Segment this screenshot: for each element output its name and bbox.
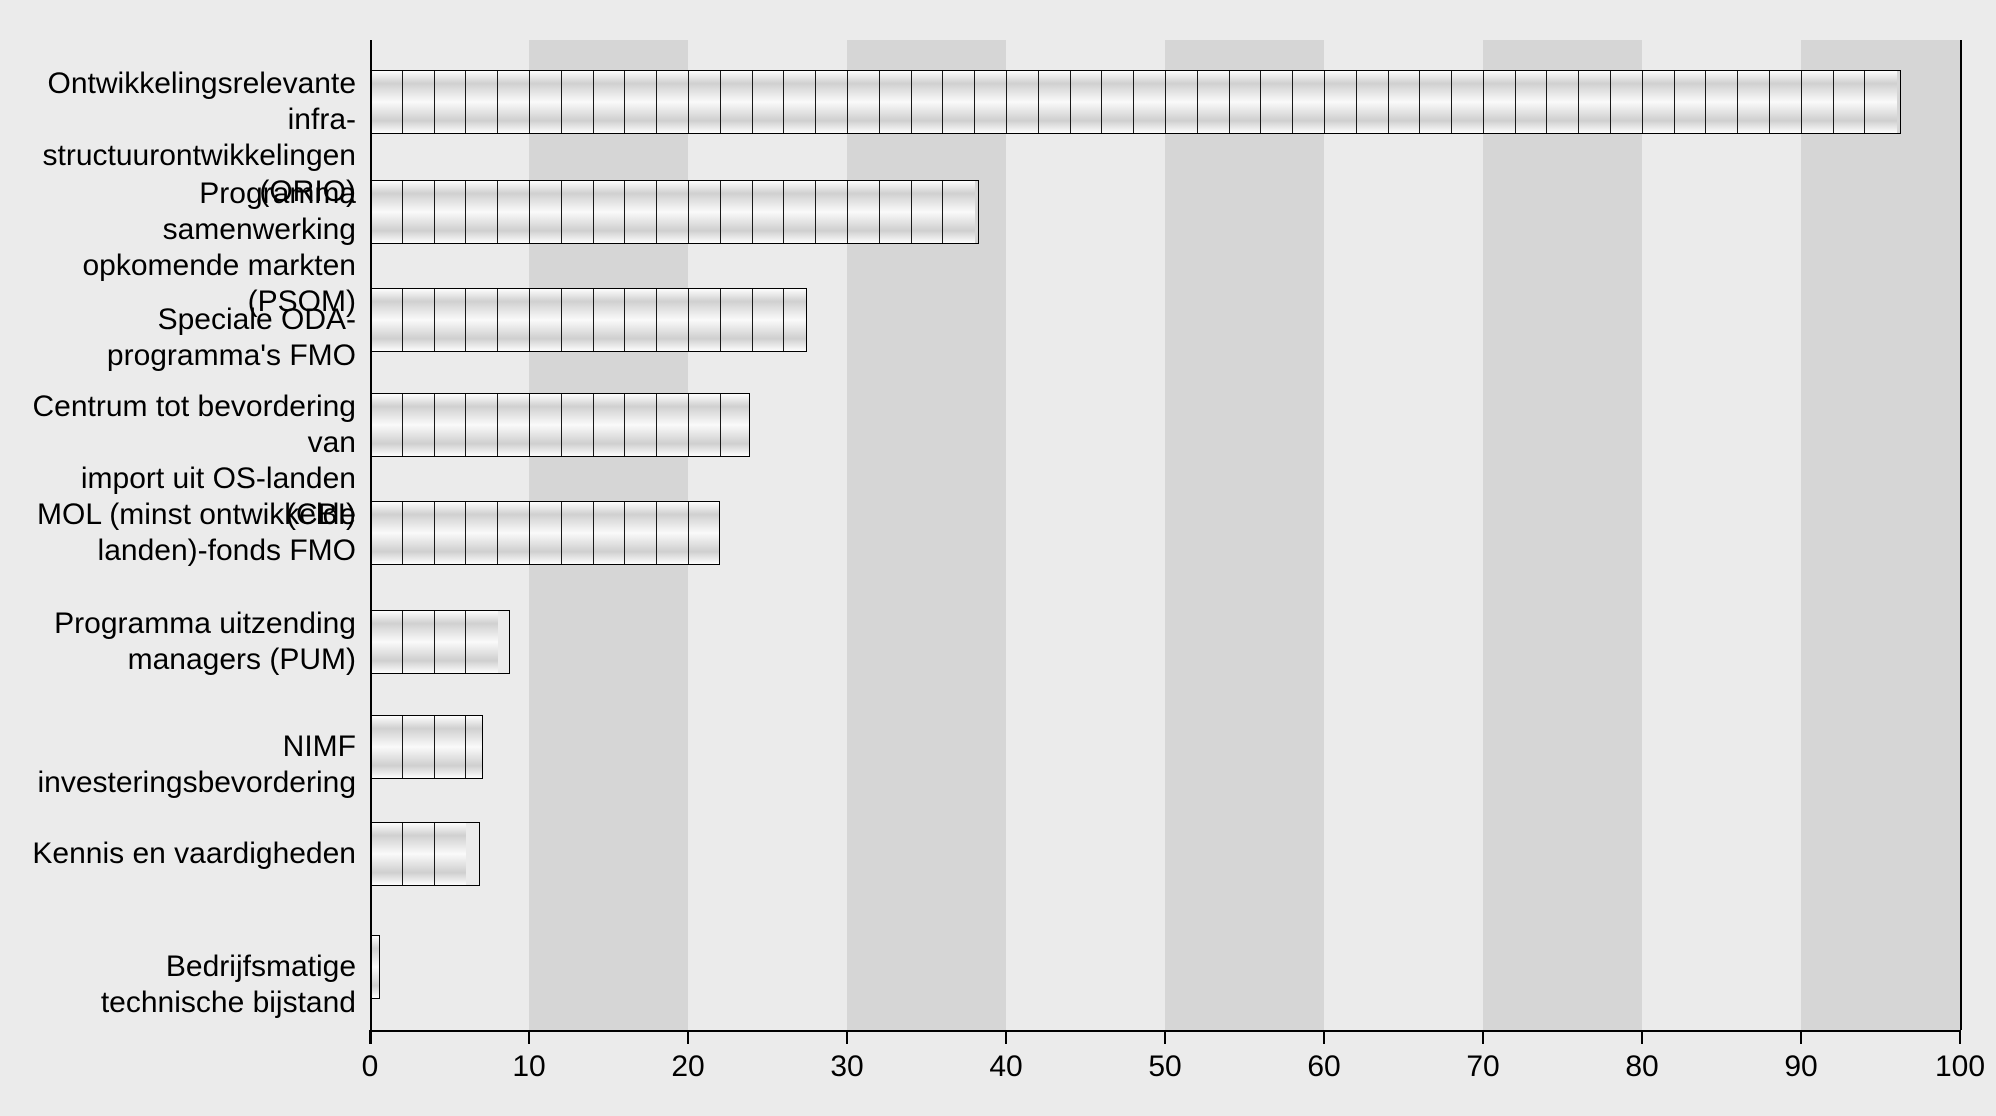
- bar-row: 23,9: [370, 393, 1960, 457]
- bar-fill: [371, 71, 1900, 133]
- value-label: 6,9: [479, 837, 480, 871]
- value-label: 23,9: [749, 408, 750, 442]
- x-tick-label: 80: [1625, 1050, 1658, 1084]
- x-tick-label: 50: [1148, 1050, 1181, 1084]
- x-tick-label: 60: [1307, 1050, 1340, 1084]
- x-tick: [1482, 1030, 1484, 1044]
- x-tick-label: 90: [1784, 1050, 1817, 1084]
- bar-row: 27,5: [370, 288, 1960, 352]
- bar-row: 8,8: [370, 610, 1960, 674]
- value-label: 8,8: [509, 625, 510, 659]
- x-tick-label: 100: [1935, 1050, 1985, 1084]
- bar-fill: [371, 823, 479, 885]
- bar-row: 6,9: [370, 822, 1960, 886]
- category-label: NIMF investeringsbevordering: [16, 729, 356, 801]
- y-axis-right: [1960, 40, 1962, 1030]
- category-label: Speciale ODA-programma's FMO: [16, 302, 356, 374]
- category-label: Kennis en vaardigheden: [16, 836, 356, 872]
- x-tick-label: 70: [1466, 1050, 1499, 1084]
- bar-row: 38,3: [370, 180, 1960, 244]
- y-axis-left: [370, 40, 372, 1044]
- bar: 22,0: [370, 501, 720, 565]
- bar-fill: [371, 181, 978, 243]
- x-tick: [1323, 1030, 1325, 1044]
- bar: 8,8: [370, 610, 510, 674]
- bar: 6,9: [370, 822, 480, 886]
- x-tick-label: 10: [512, 1050, 545, 1084]
- bar-row: 0,6: [370, 935, 1960, 999]
- category-label: MOL (minst ontwikkelde landen)-fonds FMO: [16, 497, 356, 569]
- value-label: 0,6: [379, 950, 380, 984]
- bar-fill: [371, 289, 806, 351]
- bar-fill: [371, 936, 379, 998]
- x-tick-label: 40: [989, 1050, 1022, 1084]
- bar: 38,3: [370, 180, 979, 244]
- x-tick: [1641, 1030, 1643, 1044]
- x-tick: [1800, 1030, 1802, 1044]
- x-tick: [687, 1030, 689, 1044]
- plot-area: 96,338,327,523,922,08,87,16,90,601020304…: [370, 40, 1960, 1030]
- x-tick-label: 30: [830, 1050, 863, 1084]
- bar-row: 7,1: [370, 715, 1960, 779]
- value-label: 96,3: [1900, 85, 1901, 119]
- category-label: Bedrijfsmatige technische bijstand: [16, 949, 356, 1021]
- value-label: 22,0: [719, 516, 720, 550]
- x-tick: [846, 1030, 848, 1044]
- category-label: Programma uitzending managers (PUM): [16, 606, 356, 678]
- x-tick: [528, 1030, 530, 1044]
- x-tick: [1005, 1030, 1007, 1044]
- bar: 23,9: [370, 393, 750, 457]
- x-tick-label: 0: [362, 1050, 379, 1084]
- category-label: Programma samenwerking opkomende markten…: [16, 176, 356, 320]
- x-tick-label: 20: [671, 1050, 704, 1084]
- bar-row: 22,0: [370, 501, 1960, 565]
- x-tick: [1164, 1030, 1166, 1044]
- bar-fill: [371, 716, 482, 778]
- bar-fill: [371, 611, 509, 673]
- x-tick: [1959, 1030, 1961, 1044]
- bar-row: 96,3: [370, 70, 1960, 134]
- value-label: 38,3: [978, 195, 979, 229]
- bar: 7,1: [370, 715, 483, 779]
- x-tick: [369, 1030, 371, 1044]
- bar: 27,5: [370, 288, 807, 352]
- bar: 96,3: [370, 70, 1901, 134]
- value-label: 7,1: [482, 730, 483, 764]
- bar-fill: [371, 502, 719, 564]
- value-label: 27,5: [806, 303, 807, 337]
- bar-fill: [371, 394, 749, 456]
